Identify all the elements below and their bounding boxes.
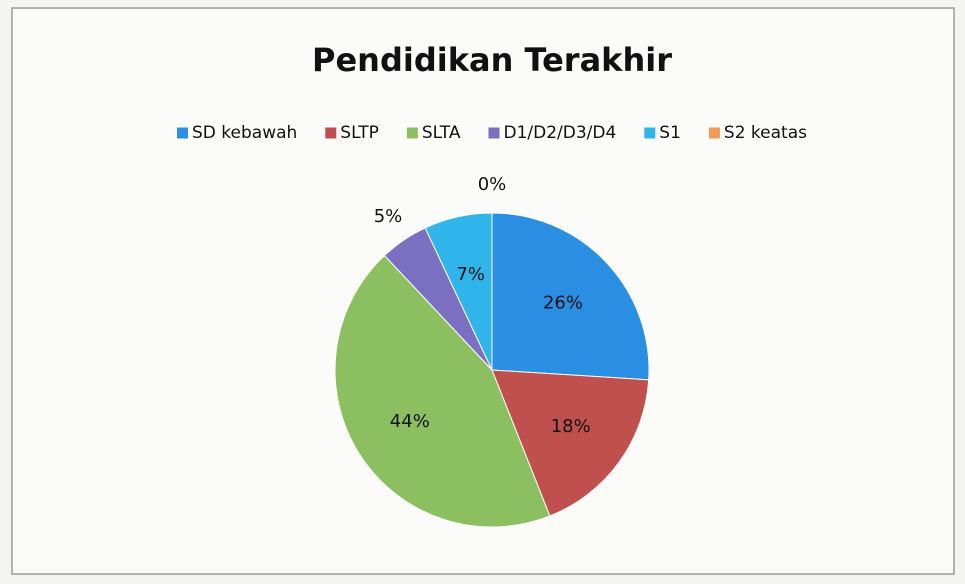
pie-slice bbox=[491, 369, 650, 517]
legend-swatch bbox=[708, 127, 720, 139]
legend-swatch bbox=[177, 127, 189, 139]
slice-label: 44% bbox=[390, 411, 430, 432]
pie-slice bbox=[491, 212, 650, 381]
legend-label: S1 bbox=[659, 123, 681, 143]
pie: 26% 18% 44% 5% 7% 0% bbox=[334, 174, 650, 528]
pie-slice bbox=[334, 254, 551, 528]
legend-label: SD kebawah bbox=[192, 123, 297, 143]
pie-slice bbox=[424, 212, 493, 371]
legend: SD kebawah SLTP SLTA D1/D2/D3/D4 S1 S2 keatas bbox=[177, 123, 807, 143]
slice-label: 5% bbox=[374, 206, 403, 227]
slice-label: 18% bbox=[551, 416, 591, 437]
legend-label: D1/D2/D3/D4 bbox=[503, 123, 616, 143]
slice-label: 26% bbox=[543, 292, 583, 313]
legend-label: S2 keatas bbox=[724, 123, 807, 143]
slice-label: 0% bbox=[478, 174, 507, 195]
legend-label: SLTP bbox=[340, 123, 379, 143]
legend-swatch bbox=[644, 127, 656, 139]
legend-swatch bbox=[406, 127, 418, 139]
slice-label: 7% bbox=[456, 264, 485, 285]
chart-title: Pendidikan Terakhir bbox=[312, 41, 672, 79]
legend-label: SLTA bbox=[422, 123, 461, 143]
legend-swatch bbox=[488, 127, 500, 139]
legend-swatch bbox=[325, 127, 337, 139]
